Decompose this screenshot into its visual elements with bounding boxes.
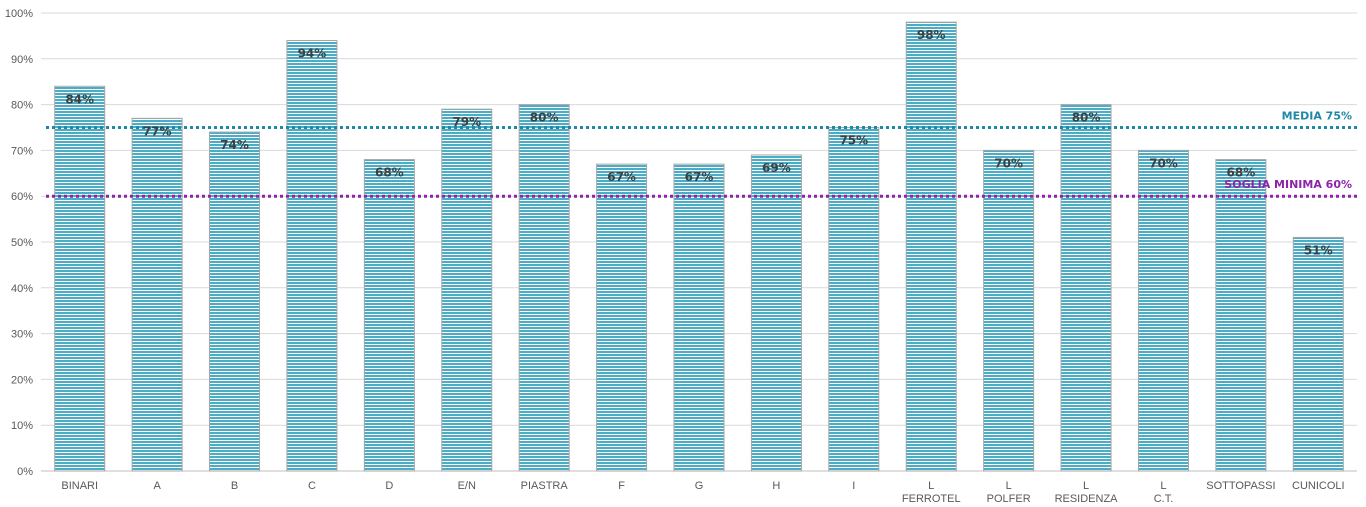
- reference-lines: MEDIA 75% SOGLIA MINIMA 60%: [46, 110, 1358, 198]
- x-category-label: C: [308, 480, 316, 492]
- x-category-label: G: [695, 480, 704, 492]
- data-label: 70%: [1149, 156, 1178, 170]
- x-category-label: CUNICOLI: [1292, 480, 1345, 492]
- bar: [750, 154, 802, 472]
- bar: [1292, 236, 1344, 472]
- bar: [1215, 159, 1267, 472]
- bar: [983, 149, 1035, 472]
- x-category-label: H: [772, 480, 780, 492]
- data-label: 68%: [1227, 166, 1256, 180]
- y-tick-label: 30%: [11, 329, 33, 341]
- bar: [54, 85, 106, 472]
- y-tick-label: 80%: [11, 100, 33, 112]
- bar: [1137, 149, 1189, 472]
- data-label: 77%: [143, 124, 172, 138]
- data-label: 94%: [298, 46, 327, 60]
- bar: [286, 39, 338, 472]
- y-tick-label: 50%: [11, 237, 33, 249]
- data-label: 70%: [994, 156, 1023, 170]
- data-label: 51%: [1304, 243, 1333, 257]
- y-tick-label: 20%: [11, 374, 33, 386]
- x-axis-category-labels: BINARI A B C D E/N PIASTRA F G H I LFERROTELLPOLFER…: [61, 480, 1344, 505]
- bars: [54, 21, 1344, 472]
- x-category-label: C.T.: [1154, 493, 1174, 505]
- data-label: 75%: [839, 134, 868, 148]
- x-category-label: RESIDENZA: [1055, 493, 1119, 505]
- x-category-label: D: [385, 480, 393, 492]
- y-tick-label: 70%: [11, 145, 33, 157]
- data-label: 98%: [917, 28, 946, 42]
- data-label: 67%: [685, 170, 714, 184]
- data-label: 80%: [530, 111, 559, 125]
- reference-line-label: MEDIA 75%: [1282, 110, 1352, 123]
- x-category-label: PIASTRA: [521, 480, 569, 492]
- x-category-label: E/N: [458, 480, 476, 492]
- data-label: 80%: [1072, 111, 1101, 125]
- bar: [1060, 104, 1112, 472]
- y-tick-label: 0%: [17, 466, 33, 478]
- bar: [905, 21, 957, 472]
- x-category-label: L: [928, 480, 934, 492]
- y-tick-label: 60%: [11, 191, 33, 203]
- bar: [131, 117, 183, 472]
- x-category-label: I: [852, 480, 855, 492]
- bar: [596, 163, 648, 472]
- x-category-label: B: [231, 480, 238, 492]
- data-label: 67%: [607, 170, 636, 184]
- x-category-label: F: [618, 480, 625, 492]
- x-category-label: L: [1006, 480, 1012, 492]
- x-category-label: POLFER: [987, 493, 1031, 505]
- y-tick-label: 90%: [11, 54, 33, 66]
- y-tick-label: 100%: [5, 8, 33, 20]
- x-category-label: A: [153, 480, 161, 492]
- data-labels: 84% 77% 74% 94% 68% 79% 80% 67% 67% 69% 75% 98% 70% 8…: [65, 28, 1332, 257]
- data-label: 79%: [452, 115, 481, 129]
- bar: [441, 108, 493, 472]
- data-label: 74%: [220, 138, 249, 152]
- bar: [828, 127, 880, 472]
- x-category-label: SOTTOPASSI: [1206, 480, 1275, 492]
- data-label: 68%: [375, 166, 404, 180]
- bar: [363, 159, 415, 472]
- x-category-label: L: [1083, 480, 1089, 492]
- x-category-label: L: [1160, 480, 1166, 492]
- bar: [209, 131, 261, 472]
- data-label: 84%: [65, 92, 94, 106]
- y-axis-tick-labels: 0% 10% 20% 30% 40% 50% 60% 70% 80% 90% 100%: [5, 8, 33, 478]
- y-tick-label: 40%: [11, 283, 33, 295]
- x-category-label: BINARI: [61, 480, 98, 492]
- x-category-label: FERROTEL: [902, 493, 961, 505]
- reference-line-label: SOGLIA MINIMA 60%: [1224, 178, 1352, 191]
- data-label: 69%: [762, 161, 791, 175]
- y-tick-label: 10%: [11, 420, 33, 432]
- bar: [673, 163, 725, 472]
- bar: [518, 104, 570, 472]
